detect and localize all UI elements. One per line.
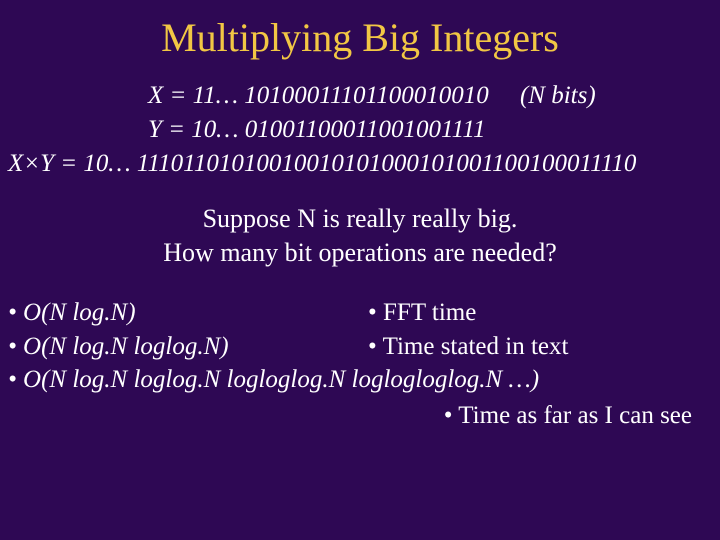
slide: Multiplying Big Integers X = 11… 1010001… (0, 0, 720, 540)
complexity-1-right: FFT time (368, 296, 476, 330)
complexity-row-2: O(N log.N loglog.N) Time stated in text (8, 330, 712, 364)
equation-x-text: X = 11… 10100011101100010010 (148, 82, 489, 109)
equation-x: X = 11… 10100011101100010010 (N bits) (8, 79, 712, 113)
slide-title: Multiplying Big Integers (8, 14, 712, 61)
equation-x-bits: (N bits) (489, 82, 596, 109)
equation-y: Y = 10… 01001100011001001111 (8, 113, 712, 147)
prompt-block: Suppose N is really really big. How many… (8, 202, 712, 270)
prompt-line-1: Suppose N is really really big. (8, 202, 712, 236)
complexity-block: O(N log.N) FFT time O(N log.N loglog.N) … (8, 296, 712, 433)
prompt-line-2: How many bit operations are needed? (8, 236, 712, 270)
equation-xy: X×Y = 10… 111011010100100101010001010011… (8, 147, 712, 181)
complexity-2-right: Time stated in text (368, 330, 568, 364)
complexity-row-4: Time as far as I can see (8, 399, 712, 433)
equation-xy-text: X×Y = 10… 111011010100100101010001010011… (8, 150, 636, 177)
equation-block: X = 11… 10100011101100010010 (N bits) Y … (8, 79, 712, 180)
complexity-2-left: O(N log.N loglog.N) (8, 330, 368, 364)
complexity-row-1: O(N log.N) FFT time (8, 296, 712, 330)
complexity-row-3: O(N log.N loglog.N logloglog.N logloglog… (8, 363, 712, 397)
complexity-1-left: O(N log.N) (8, 296, 368, 330)
equation-y-text: Y = 10… 01001100011001001111 (148, 116, 485, 143)
